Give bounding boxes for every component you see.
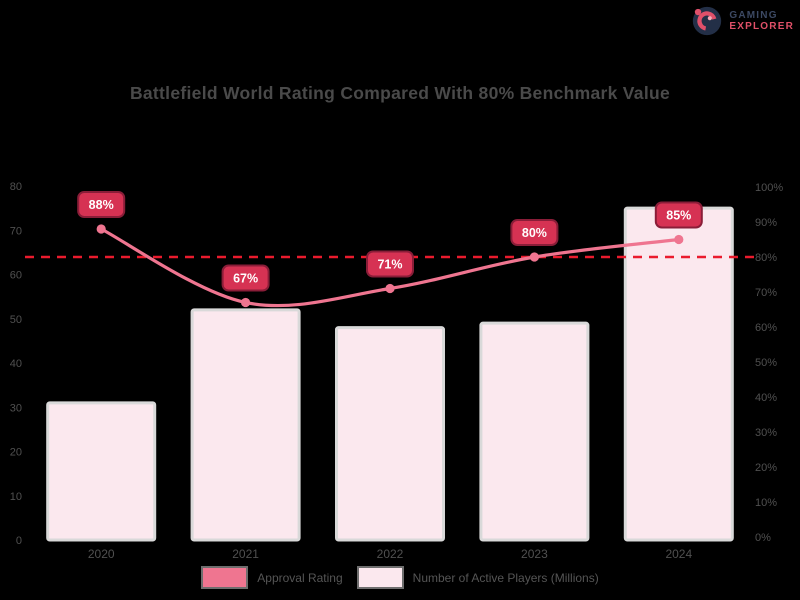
- line-marker: [674, 234, 684, 245]
- y-tick-right: 70%: [755, 287, 777, 299]
- y-tick-left: 40: [10, 358, 22, 370]
- point-badge: [366, 250, 414, 278]
- point-badge-label: 80%: [522, 226, 547, 240]
- point-badge-label: 85%: [666, 209, 691, 223]
- legend-item-bars: Number of Active Players (Millions): [356, 566, 599, 589]
- y-tick-right: 50%: [755, 357, 777, 369]
- legend-swatch-bars: [356, 566, 404, 589]
- y-tick-left: 80: [10, 181, 22, 193]
- bar-2021: [190, 308, 301, 542]
- chart-title: Battlefield World Rating Compared With 8…: [129, 83, 671, 103]
- y-tick-left: 70: [10, 225, 22, 237]
- legend-label-line: Approval Rating: [257, 570, 343, 585]
- line-marker: [96, 224, 106, 234]
- brand-logo: GAMING EXPLORER: [690, 4, 794, 38]
- point-badge: [510, 219, 559, 246]
- point-badge: [77, 191, 126, 218]
- x-tick-label: 2023: [521, 547, 548, 561]
- legend-item-line: Approval Rating: [201, 566, 343, 589]
- y-tick-right: 40%: [755, 392, 777, 404]
- bar-2020: [46, 401, 157, 542]
- line-marker: [385, 283, 395, 294]
- y-tick-right: 80%: [755, 252, 777, 264]
- y-tick-left: 50: [10, 314, 22, 326]
- point-badge-label: 88%: [89, 198, 114, 212]
- brand-name-line2: EXPLORER: [729, 21, 794, 32]
- brand-name-line1: GAMING: [729, 10, 778, 21]
- x-tick-label: 2020: [88, 547, 115, 561]
- point-badge: [654, 201, 703, 229]
- chart-legend: Approval Rating Number of Active Players…: [0, 566, 800, 589]
- bar-2023: [479, 321, 590, 542]
- y-tick-left: 20: [10, 447, 22, 459]
- y-tick-right: 0%: [755, 532, 771, 544]
- x-tick-label: 2022: [377, 547, 404, 561]
- brand-logo-text: GAMING EXPLORER: [729, 10, 794, 32]
- x-tick-label: 2021: [232, 547, 259, 561]
- y-tick-right: 10%: [755, 497, 777, 509]
- y-tick-left: 10: [10, 491, 22, 503]
- bar-2022: [335, 326, 445, 542]
- brand-logo-icon: [693, 6, 722, 36]
- legend-label-bars: Number of Active Players (Millions): [412, 570, 599, 585]
- y-tick-left: 30: [10, 402, 22, 414]
- point-badge: [221, 264, 270, 292]
- y-tick-right: 90%: [755, 217, 777, 229]
- line-marker: [529, 252, 540, 262]
- legend-swatch-line: [201, 566, 249, 589]
- y-tick-right: 20%: [755, 462, 777, 474]
- y-tick-right: 100%: [755, 182, 783, 194]
- line-marker: [241, 297, 251, 308]
- point-badge-label: 71%: [377, 258, 402, 272]
- y-tick-left: 60: [10, 270, 22, 282]
- y-tick-left: 0: [16, 535, 22, 547]
- y-tick-right: 30%: [755, 427, 777, 439]
- y-tick-right: 60%: [755, 322, 777, 334]
- point-badge-label: 67%: [233, 272, 258, 286]
- x-tick-label: 2024: [665, 547, 692, 561]
